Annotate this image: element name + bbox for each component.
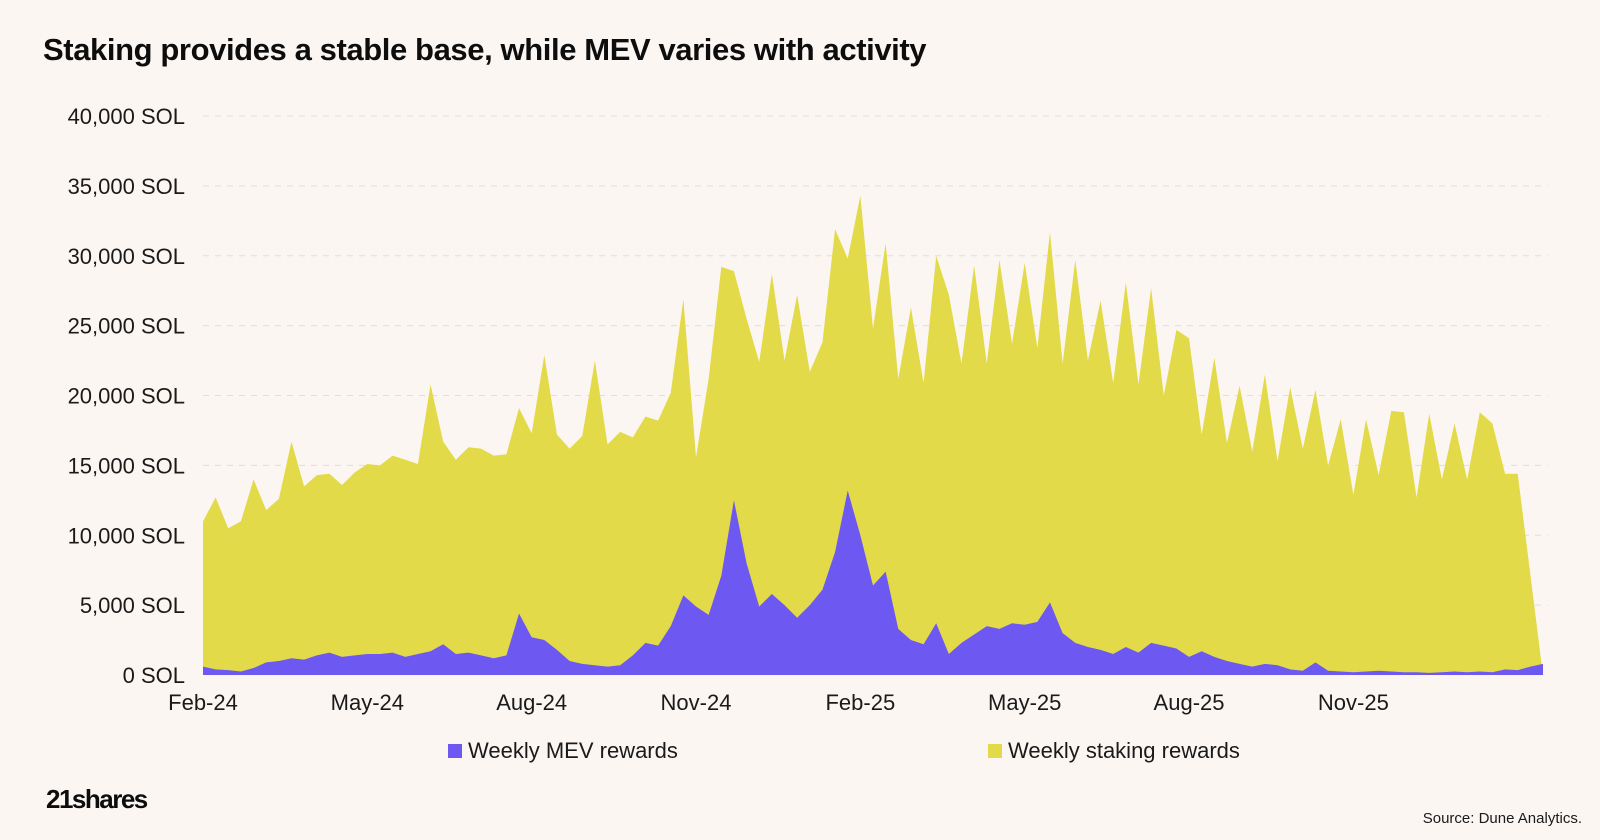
y-tick-label: 0 SOL: [123, 663, 185, 688]
x-tick-label: May-24: [331, 690, 404, 715]
x-tick-label: Aug-25: [1154, 690, 1225, 715]
x-tick-label: Nov-24: [661, 690, 732, 715]
y-tick-label: 40,000 SOL: [68, 104, 185, 129]
y-tick-label: 30,000 SOL: [68, 244, 185, 269]
chart-title: Staking provides a stable base, while ME…: [43, 32, 927, 67]
y-tick-label: 35,000 SOL: [68, 174, 185, 199]
x-tick-label: Feb-25: [825, 690, 895, 715]
legend-swatch-staking: [988, 744, 1002, 758]
brand-logo: 21shares: [46, 784, 148, 814]
x-tick-label: May-25: [988, 690, 1061, 715]
source-note: Source: Dune Analytics.: [1422, 810, 1582, 827]
legend-item-staking: Weekly staking rewards: [988, 738, 1240, 764]
legend-label-mev: Weekly MEV rewards: [468, 738, 678, 763]
y-axis-tick-labels: 0 SOL 5,000 SOL 10,000 SOL 15,000 SOL 20,000…: [68, 104, 185, 688]
legend: Weekly MEV rewards Weekly staking reward…: [0, 738, 1600, 768]
area-series-mev: [203, 490, 1543, 675]
x-tick-label: Aug-24: [496, 690, 567, 715]
legend-label-staking: Weekly staking rewards: [1008, 738, 1240, 763]
y-tick-label: 20,000 SOL: [68, 384, 185, 409]
y-tick-label: 10,000 SOL: [68, 523, 185, 548]
y-tick-label: 25,000 SOL: [68, 314, 185, 339]
legend-swatch-mev: [448, 744, 462, 758]
y-tick-label: 5,000 SOL: [80, 593, 185, 618]
x-tick-label: Nov-25: [1318, 690, 1389, 715]
legend-item-mev: Weekly MEV rewards: [448, 738, 678, 764]
series-areas: [203, 195, 1543, 675]
y-tick-label: 15,000 SOL: [68, 453, 185, 478]
x-tick-label: Feb-24: [168, 690, 238, 715]
x-axis-tick-labels: Feb-24 May-24 Aug-24 Nov-24 Feb-25 May-25 Aug-…: [168, 690, 1389, 715]
area-series-staking: [203, 195, 1543, 675]
